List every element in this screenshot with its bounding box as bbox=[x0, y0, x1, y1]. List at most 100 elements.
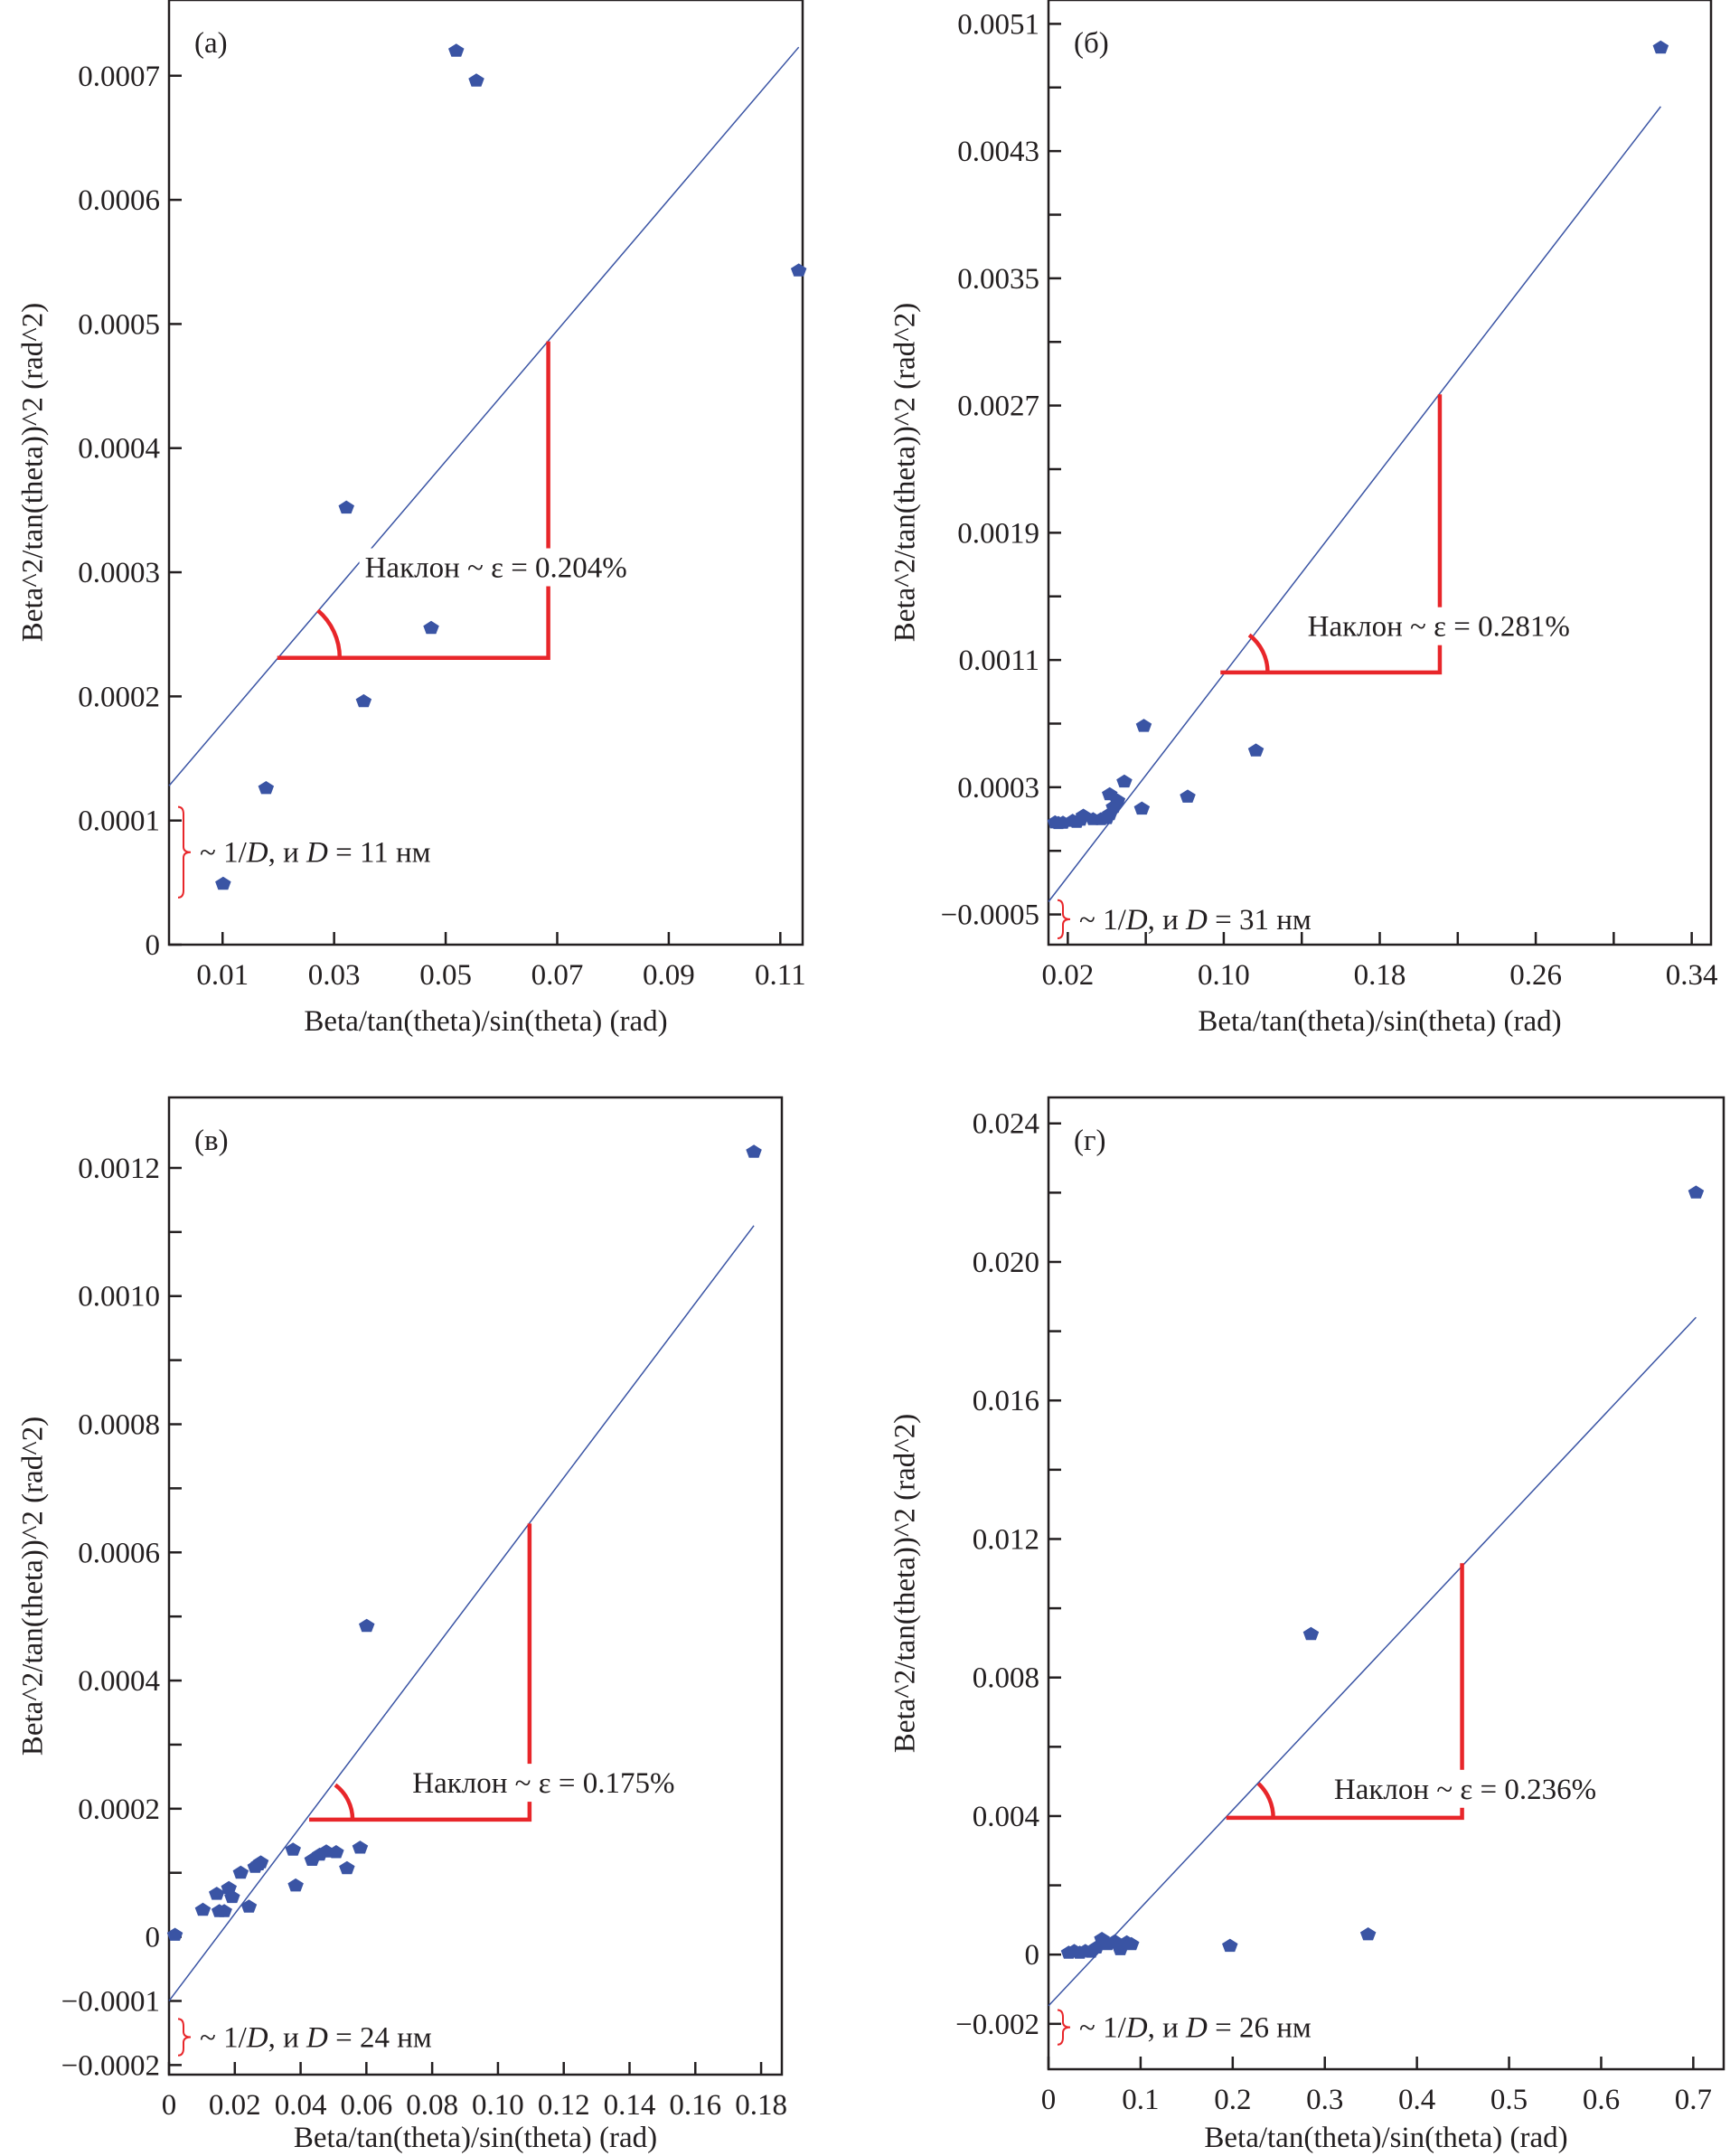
x-tick-label: 0.14 bbox=[604, 2089, 656, 2122]
data-point bbox=[224, 1889, 240, 1904]
x-axis-title: Beta/tan(theta)/sin(theta) (rad) bbox=[294, 2122, 657, 2154]
y-tick-label: 0.0002 bbox=[78, 681, 160, 713]
y-tick-label: −0.002 bbox=[955, 2009, 1039, 2041]
x-tick-label: 0.16 bbox=[669, 2089, 721, 2122]
y-tick-label: 0.016 bbox=[973, 1385, 1039, 1417]
intercept-annotation: ~ 1/D, и D = 26 нм bbox=[1079, 2012, 1312, 2045]
y-tick-label: −0.0005 bbox=[941, 899, 1039, 932]
fit-line bbox=[1048, 106, 1661, 902]
x-tick-label: 0.08 bbox=[406, 2089, 458, 2122]
x-tick-label: 0.2 bbox=[1214, 2084, 1251, 2116]
x-tick-label: 0.04 bbox=[275, 2089, 327, 2122]
intercept-text-d: D bbox=[1125, 2012, 1148, 2045]
chart-panel-c: −0.0002 −0.0001 0 0.0002 0.0004 0.0006 0.0008 0… bbox=[17, 1096, 787, 2154]
x-tick-label: 0.1 bbox=[1122, 2084, 1159, 2116]
x-tick-label: 0.06 bbox=[340, 2089, 392, 2122]
intercept-text-mid: , и bbox=[1148, 904, 1186, 937]
data-point bbox=[1302, 1626, 1320, 1641]
intercept-text-mid: , и bbox=[1148, 2012, 1186, 2045]
x-tick-label: 0.26 bbox=[1509, 959, 1562, 992]
intercept-text-d: D bbox=[1125, 904, 1148, 937]
x-tick-label: 0 bbox=[162, 2089, 177, 2122]
intercept-text-suffix: = 11 нм bbox=[328, 837, 431, 870]
intercept-text-prefix: ~ 1/ bbox=[1079, 904, 1127, 937]
x-tick-label: 0.6 bbox=[1583, 2084, 1620, 2116]
data-point bbox=[1180, 789, 1196, 803]
data-point bbox=[194, 1902, 212, 1916]
y-axis-title: Beta^2/tan(theta))^2 (rad^2) bbox=[889, 303, 922, 642]
data-point bbox=[1222, 1938, 1238, 1953]
slope-text-bg bbox=[1328, 1769, 1686, 1808]
data-point bbox=[1135, 719, 1152, 732]
y-tick-label: 0.0004 bbox=[78, 433, 160, 466]
slope-angle-arc bbox=[1256, 1782, 1275, 1818]
panel-label: (а) bbox=[194, 27, 228, 60]
y-tick-label: 0 bbox=[146, 929, 161, 962]
y-tick-label: 0.0002 bbox=[78, 1794, 160, 1826]
x-tick-label: 0.09 bbox=[643, 959, 695, 992]
y-tick-label: 0.0003 bbox=[957, 772, 1039, 805]
data-point bbox=[1359, 1927, 1377, 1941]
intercept-text-mid: , и bbox=[268, 837, 306, 870]
data-point bbox=[338, 500, 354, 514]
data-point bbox=[1102, 786, 1118, 801]
data-point bbox=[359, 1618, 375, 1633]
data-point bbox=[790, 263, 807, 277]
data-point bbox=[232, 1865, 249, 1879]
panel-label: (г) bbox=[1074, 1125, 1106, 1157]
intercept-text-d2: D bbox=[1185, 2012, 1208, 2045]
slope-annotation: Наклон ~ ε = 0.281% bbox=[1308, 611, 1570, 644]
data-point bbox=[1116, 774, 1133, 788]
y-tick-label: 0.024 bbox=[973, 1108, 1039, 1141]
x-tick-label: 0.03 bbox=[308, 959, 361, 992]
y-tick-label: 0.0010 bbox=[78, 1281, 160, 1313]
data-point bbox=[258, 781, 275, 795]
y-tick-label: 0.0003 bbox=[78, 557, 160, 589]
intercept-text-mid: , и bbox=[268, 2022, 306, 2055]
data-point bbox=[1124, 1936, 1140, 1951]
intercept-annotation: ~ 1/D, и D = 11 нм bbox=[200, 837, 431, 870]
intercept-text-d2: D bbox=[306, 2022, 328, 2055]
data-point bbox=[328, 1845, 344, 1859]
data-point bbox=[1688, 1185, 1705, 1199]
y-tick-label: −0.0001 bbox=[61, 1985, 160, 2018]
panel-label: (в) bbox=[194, 1125, 229, 1157]
y-tick-label: 0.0007 bbox=[78, 61, 160, 93]
data-point bbox=[468, 73, 484, 87]
x-tick-label: 0.10 bbox=[472, 2089, 524, 2122]
slope-annotation: Наклон ~ ε = 0.204% bbox=[365, 552, 627, 585]
data-point bbox=[215, 876, 231, 890]
chart-panel-d: −0.002 0 0.004 0.008 0.012 0.016 0.020 0.024 0 0.… bbox=[889, 1096, 1725, 2154]
chart-panel-a: 0 0.0001 0.0002 0.0003 0.0004 0.0005 0.0006 0.0… bbox=[17, 0, 807, 1038]
y-tick-label: 0.008 bbox=[973, 1662, 1039, 1695]
x-tick-label: 0.18 bbox=[735, 2089, 787, 2122]
slope-annotation: Наклон ~ ε = 0.236% bbox=[1334, 1774, 1596, 1806]
intercept-text-d: D bbox=[246, 2022, 268, 2055]
data-point bbox=[1247, 743, 1265, 757]
y-axis-title: Beta^2/tan(theta))^2 (rad^2) bbox=[889, 1414, 922, 1753]
chart-panel-b: −0.0005 0.0003 0.0011 0.0019 0.0027 0.0035 0.0… bbox=[889, 0, 1718, 1038]
slope-triangle bbox=[309, 1523, 532, 1822]
x-tick-label: 0.7 bbox=[1675, 2084, 1712, 2116]
slope-angle-arc bbox=[1247, 633, 1270, 673]
intercept-text-prefix: ~ 1/ bbox=[1079, 2012, 1127, 2045]
intercept-text-suffix: = 24 нм bbox=[328, 2022, 432, 2055]
intercept-brace bbox=[177, 2018, 192, 2057]
intercept-text-suffix: = 31 нм bbox=[1208, 904, 1312, 937]
x-tick-label: 0 bbox=[1041, 2084, 1057, 2116]
y-tick-label: 0.020 bbox=[973, 1247, 1039, 1279]
x-tick-label: 0.4 bbox=[1398, 2084, 1435, 2116]
x-tick-label: 0.02 bbox=[209, 2089, 261, 2122]
data-point bbox=[285, 1842, 301, 1856]
slope-text-bg bbox=[1302, 607, 1659, 645]
y-tick-label: 0.0012 bbox=[78, 1153, 160, 1185]
slope-triangle bbox=[277, 341, 550, 661]
intercept-text-d2: D bbox=[1185, 904, 1208, 937]
data-point bbox=[252, 1855, 269, 1869]
y-tick-label: 0.0035 bbox=[957, 263, 1039, 296]
data-point bbox=[240, 1899, 258, 1913]
y-tick-label: 0.0051 bbox=[957, 8, 1039, 41]
x-tick-label: 0.02 bbox=[1041, 959, 1094, 992]
data-point bbox=[1133, 801, 1151, 815]
x-tick-label: 0.34 bbox=[1666, 959, 1718, 992]
